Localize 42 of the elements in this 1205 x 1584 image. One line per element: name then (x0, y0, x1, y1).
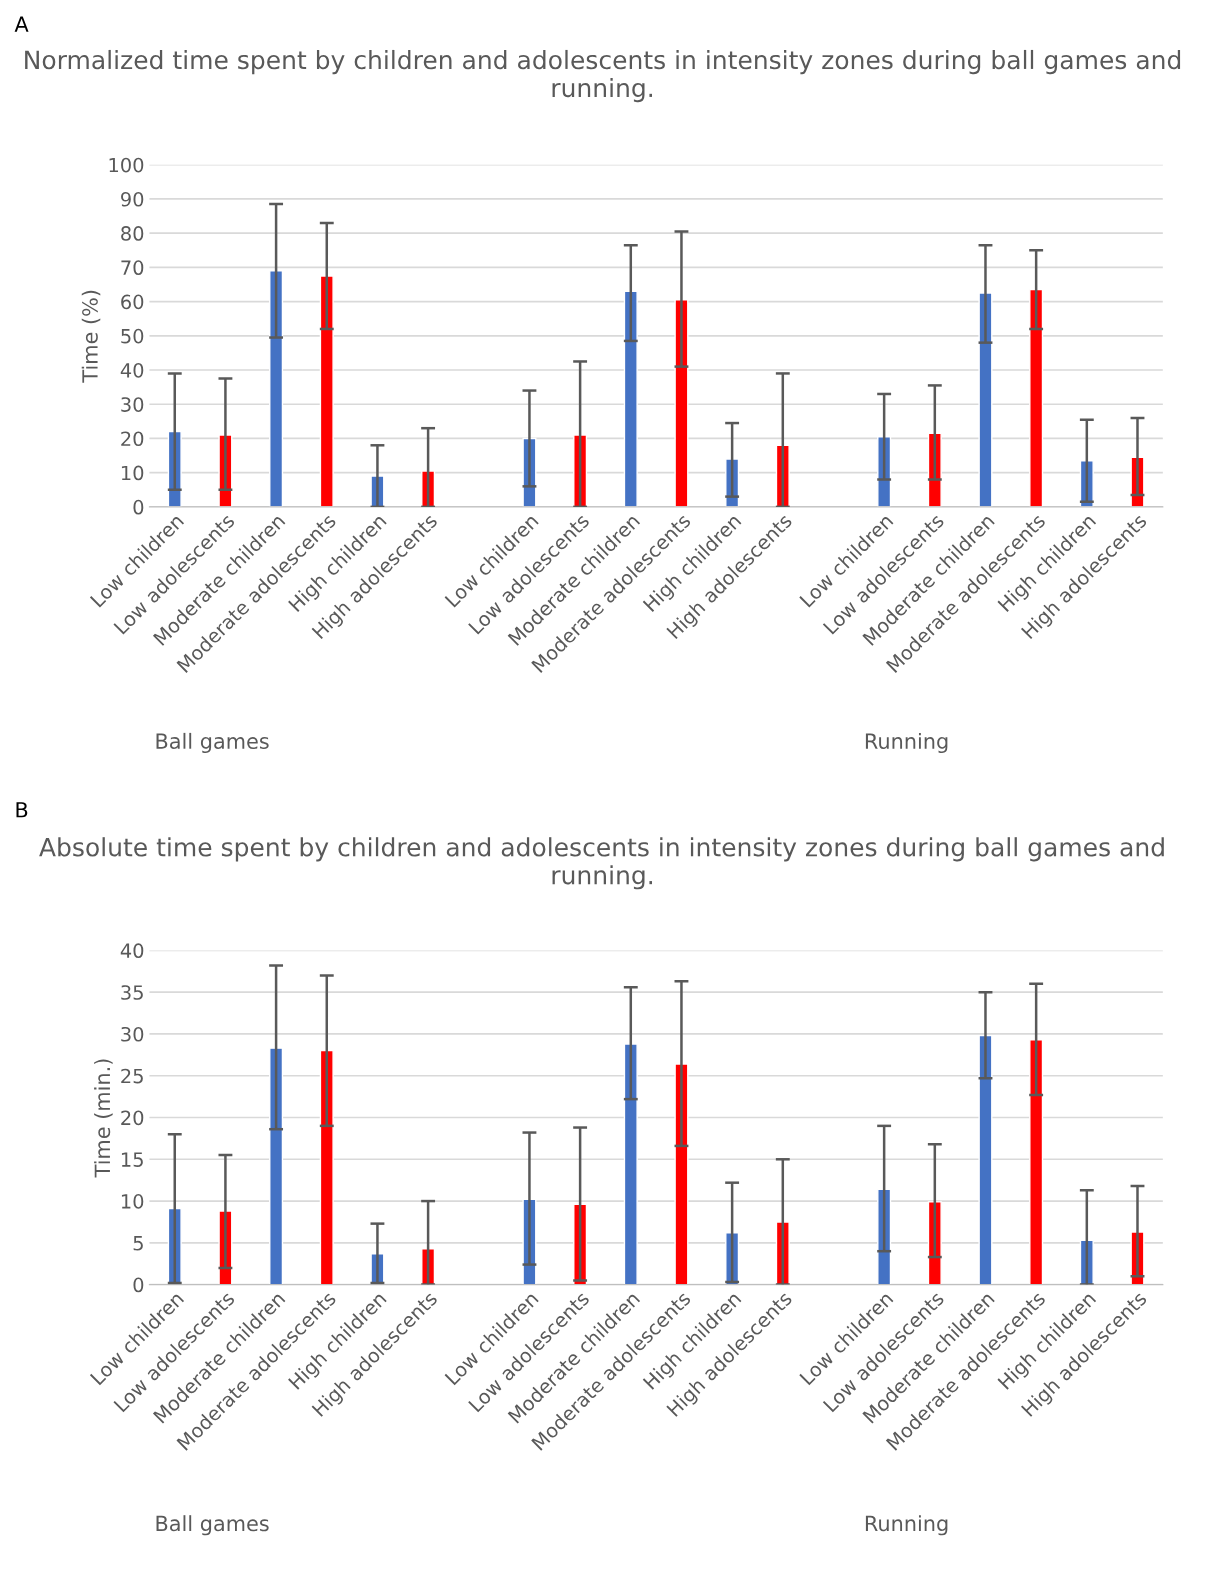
chart-title: Absolute time spent by children and adolescents in intensity zones during ball games and running. (39, 837, 1164, 890)
y-tick-label: 0 (133, 499, 144, 515)
text: Running (865, 732, 948, 754)
y-tick-label: 40 (120, 362, 144, 378)
text: Running (865, 1515, 948, 1536)
bar (674, 1063, 689, 1285)
text: Ball games (156, 1515, 269, 1536)
bar (1029, 1039, 1044, 1285)
y-tick-label: 70 (121, 260, 144, 276)
y-tick-label: 50 (121, 328, 144, 344)
bar (269, 1047, 284, 1285)
y-tick-label: 15 (121, 1152, 143, 1167)
chart-title: Normalized time spent by children and adolescents in intensity zones during ball games and running. (25, 49, 1181, 103)
y-tick-label: 30 (121, 397, 144, 412)
bar (978, 1034, 993, 1285)
y-tick-label: 80 (121, 226, 144, 241)
bar (319, 275, 334, 507)
bar (269, 270, 284, 507)
bar (674, 299, 689, 507)
chart-subtitle: B (16, 802, 28, 818)
y-tick-label: 0 (133, 1277, 144, 1293)
y-tick-label: 90 (121, 191, 144, 207)
bar (1029, 288, 1044, 507)
bar (623, 1043, 638, 1285)
y-tick-label: 20 (121, 1110, 144, 1126)
y-axis-title: Time (%) (81, 290, 101, 383)
y-tick-label: 10 (121, 465, 144, 481)
y-tick-label: 40 (120, 943, 144, 959)
y-tick-label: 35 (121, 985, 143, 1000)
bar (978, 292, 993, 507)
y-tick-label: 60 (121, 294, 144, 310)
text: Ball games (156, 732, 269, 754)
y-tick-label: 30 (121, 1026, 144, 1042)
y-axis-title: Time (min.) (94, 1059, 113, 1178)
bar (319, 1049, 334, 1285)
y-tick-label: 20 (121, 431, 144, 447)
y-tick-label: 25 (121, 1068, 143, 1084)
y-tick-label: 10 (121, 1194, 144, 1209)
y-tick-label: 100 (109, 157, 144, 173)
y-tick-label: 5 (133, 1236, 143, 1251)
bar (623, 290, 638, 507)
chart-subtitle: A (14, 16, 29, 32)
